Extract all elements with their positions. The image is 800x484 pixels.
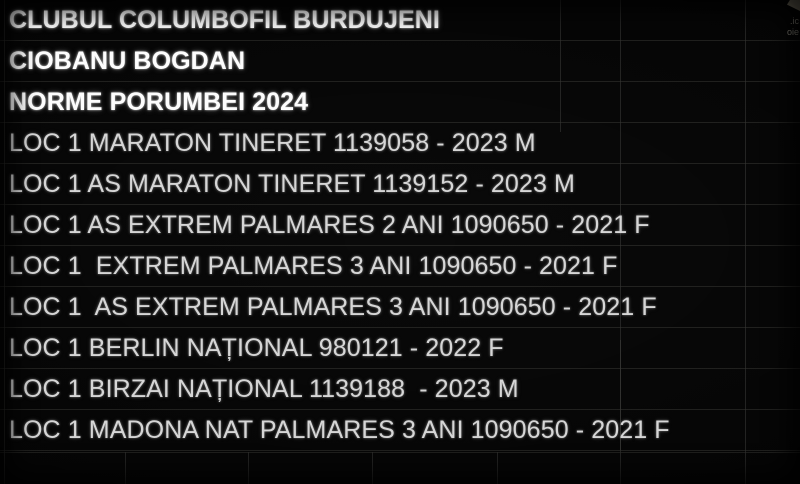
table-row[interactable]: LOC 1 MADONA NAT PALMARES 3 ANI 1090650 …	[0, 410, 800, 451]
row-separator	[0, 122, 800, 123]
cell-result-5: LOC 1 AS EXTREM PALMARES 3 ANI 1090650 -…	[9, 293, 657, 321]
cell-result-7: LOC 1 BIRZAI NAȚIONAL 1139188 - 2023 M	[9, 375, 519, 403]
row-separator	[0, 81, 800, 82]
row-separator	[0, 163, 800, 164]
row-separator	[0, 327, 800, 328]
table-row[interactable]: NORME PORUMBEI 2024	[0, 82, 800, 123]
gridline-vertical-372-bottom	[372, 452, 373, 484]
cell-club-name: CLUBUL COLUMBOFIL BURDUJENI	[9, 6, 440, 34]
table-row[interactable]: CLUBUL COLUMBOFIL BURDUJENI	[0, 0, 800, 41]
table-row[interactable]: LOC 1 BIRZAI NAȚIONAL 1139188 - 2023 M	[0, 369, 800, 410]
row-separator	[0, 450, 800, 451]
row-separator	[0, 245, 800, 246]
table-row[interactable]: LOC 1 AS EXTREM PALMARES 3 ANI 1090650 -…	[0, 287, 800, 328]
table-row[interactable]: LOC 1 AS EXTREM PALMARES 2 ANI 1090650 -…	[0, 205, 800, 246]
cell-result-4: LOC 1 EXTREM PALMARES 3 ANI 1090650 - 20…	[9, 252, 618, 280]
cell-result-1: LOC 1 MARATON TINERET 1139058 - 2023 M	[9, 129, 536, 157]
gridline-vertical-125-bottom	[125, 452, 126, 484]
cell-person-name: CIOBANU BOGDAN	[9, 47, 246, 75]
row-separator	[0, 368, 800, 369]
cell-result-6: LOC 1 BERLIN NAȚIONAL 980121 - 2022 F	[9, 334, 504, 362]
row-separator	[0, 204, 800, 205]
cell-section-title: NORME PORUMBEI 2024	[9, 88, 309, 116]
gridline-vertical-248-bottom	[248, 452, 249, 484]
table-row[interactable]: LOC 1 EXTREM PALMARES 3 ANI 1090650 - 20…	[0, 246, 800, 287]
cell-result-2: LOC 1 AS MARATON TINERET 1139152 - 2023 …	[9, 170, 575, 198]
corner-text-fragment-1: .ic	[790, 16, 799, 26]
row-separator	[0, 286, 800, 287]
row-list: CLUBUL COLUMBOFIL BURDUJENI CIOBANU BOGD…	[0, 0, 800, 451]
table-row[interactable]: LOC 1 BERLIN NAȚIONAL 980121 - 2022 F	[0, 328, 800, 369]
row-separator	[0, 409, 800, 410]
corner-marker-icon	[787, 0, 800, 11]
cell-result-3: LOC 1 AS EXTREM PALMARES 2 ANI 1090650 -…	[9, 211, 650, 239]
table-row[interactable]: CIOBANU BOGDAN	[0, 41, 800, 82]
row-separator	[0, 40, 800, 41]
table-row[interactable]: LOC 1 AS MARATON TINERET 1139152 - 2023 …	[0, 164, 800, 205]
table-row[interactable]: LOC 1 MARATON TINERET 1139058 - 2023 M	[0, 123, 800, 164]
cell-result-8: LOC 1 MADONA NAT PALMARES 3 ANI 1090650 …	[9, 416, 670, 444]
gridline-horizontal-bottom-row	[0, 452, 800, 453]
gridline-vertical-497-bottom	[497, 452, 498, 484]
corner-text-fragment-2: oie	[786, 27, 799, 37]
